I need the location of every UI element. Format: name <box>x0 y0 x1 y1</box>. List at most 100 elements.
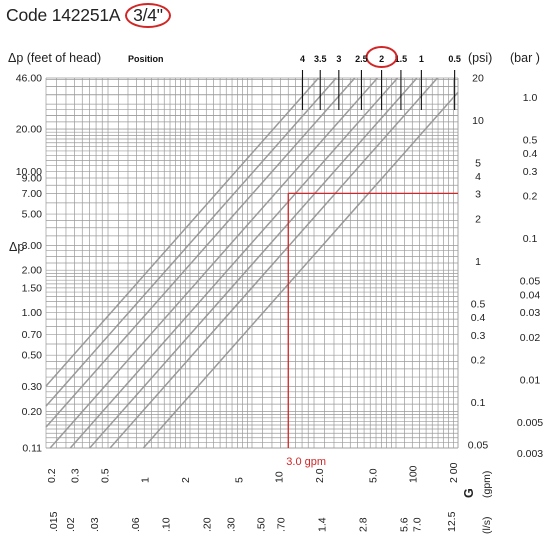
ls-tick-label: .10 <box>160 517 172 532</box>
psi-axis-header: (psi) <box>468 51 492 65</box>
bar-axis-header: (bar ) <box>510 51 540 65</box>
axis-layer: Δp (feet of head) Position (psi) (bar ) … <box>8 51 543 534</box>
ls-tick-label: .015 <box>48 511 60 532</box>
position-label-1.5: 1.5 <box>395 54 408 64</box>
position-label-1: 1 <box>419 54 424 64</box>
y-left-tick-label: 9.00 <box>22 173 43 185</box>
y-left-tick-label: 2.00 <box>22 265 43 277</box>
y-left-tick-label: 1.00 <box>22 307 43 319</box>
bar-tick-label: 1.0 <box>523 92 538 104</box>
psi-tick-label: 0.3 <box>471 330 486 342</box>
gpm-tick-label: 2 00 <box>448 462 460 483</box>
bar-tick-label: 0.05 <box>520 276 541 288</box>
gpm-tick-label: 5.0 <box>367 468 379 483</box>
gpm-tick-label: 0.3 <box>70 468 82 483</box>
position-markers: 0.5 1 1.5 2 2.5 3 3.5 4 <box>300 46 461 110</box>
y-left-tick-label: 0.20 <box>22 406 43 418</box>
gpm-tick-label: 2.0 <box>314 468 326 483</box>
gpm-tick-label: 5 <box>233 477 245 483</box>
ls-tick-label: 7.0 <box>412 517 424 532</box>
bar-tick-label: 0.1 <box>523 233 538 245</box>
y-left-tick-label: 1.50 <box>22 282 43 294</box>
position-curve-3.5 <box>45 77 337 407</box>
ls-tick-label: .50 <box>256 517 268 532</box>
bar-tick-label: 0.3 <box>523 166 538 178</box>
gpm-tick-label: 100 <box>408 465 420 483</box>
psi-tick-label: 0.5 <box>471 298 486 310</box>
ls-tick-label: .30 <box>225 517 237 532</box>
psi-tick-label: 20 <box>472 72 484 84</box>
position-label-4: 4 <box>300 54 305 64</box>
position-curve-0.5 <box>142 91 459 449</box>
psi-tick-label: 4 <box>475 171 481 183</box>
position-curve-4 <box>45 77 320 387</box>
bar-tick-label: 0.5 <box>523 135 538 147</box>
bar-tick-label: 0.2 <box>523 191 538 203</box>
position-label-3: 3 <box>336 54 341 64</box>
ls-unit-label: (l/s) <box>481 517 493 535</box>
y-left-tick-label: 10.00 <box>16 166 42 178</box>
bar-tick-label: 0.01 <box>520 374 541 386</box>
gpm-tick-label: 10 <box>274 471 286 483</box>
gpm-tick-label: 2 <box>180 477 192 483</box>
gpm-tick-label: 0.5 <box>99 468 111 483</box>
y-left-tick-label: 20.00 <box>16 124 42 136</box>
psi-tick-label: 1 <box>475 256 481 268</box>
position-curve-1 <box>109 77 438 449</box>
psi-tick-label: 0.1 <box>471 397 486 409</box>
position-curve-2 <box>69 77 399 449</box>
psi-tick-label: 5 <box>475 157 481 169</box>
y-left-tick-label: 0.30 <box>22 381 43 393</box>
bar-tick-label: 0.003 <box>517 448 543 460</box>
valve-size-highlight: 3/4" <box>125 3 171 28</box>
page-title: Code 142251A 3/4" <box>6 3 171 28</box>
gpm-tick-label: 1 <box>140 477 152 483</box>
bar-tick-label: 0.005 <box>517 417 543 429</box>
reading-label: 3.0 gpm <box>286 456 326 468</box>
position-label-2: 2 <box>379 54 384 64</box>
y-left-tick-label: 5.00 <box>22 209 43 221</box>
ls-tick-label: 12.5 <box>446 511 458 532</box>
dp-axis-label: Δp <box>9 240 24 254</box>
position-header: Position <box>128 54 164 64</box>
ls-tick-label: 5.6 <box>398 517 410 532</box>
ls-tick-label: .06 <box>130 517 142 532</box>
gpm-tick-label: 0.2 <box>46 468 58 483</box>
y-left-tick-label: 3.00 <box>22 240 43 252</box>
ls-tick-label: .20 <box>201 517 213 532</box>
operating-point-lines: 3.0 gpm <box>286 192 458 468</box>
psi-tick-label: 10 <box>472 115 484 127</box>
y-left-tick-label: 0.70 <box>22 329 43 341</box>
bar-tick-label: 0.02 <box>520 332 541 344</box>
position-curve-1.5 <box>89 77 418 449</box>
chart-grid <box>45 77 459 449</box>
position-curve-2.5 <box>49 77 378 449</box>
y-left-tick-label: 7.00 <box>22 188 43 200</box>
gpm-axis-label: G <box>462 488 476 498</box>
ls-tick-label: .03 <box>89 517 101 532</box>
psi-tick-label: 0.4 <box>471 312 486 324</box>
bar-tick-label: 0.4 <box>523 148 538 160</box>
psi-tick-label: 3 <box>475 189 481 201</box>
dp-axis-header: Δp (feet of head) <box>8 51 101 65</box>
position-label-0.5: 0.5 <box>448 54 461 64</box>
psi-tick-label: 0.05 <box>468 440 489 452</box>
position-label-3.5: 3.5 <box>314 54 327 64</box>
product-code: Code 142251A <box>6 5 120 25</box>
gpm-unit-label: (gpm) <box>481 471 493 498</box>
ls-tick-label: .70 <box>275 517 287 532</box>
ls-tick-label: 1.4 <box>316 517 328 532</box>
y-left-tick-label: 0.50 <box>22 350 43 362</box>
ls-tick-label: 2.8 <box>357 517 369 532</box>
position-curves <box>45 77 459 449</box>
selected-position-circle <box>365 46 398 68</box>
psi-tick-label: 0.2 <box>471 355 486 367</box>
ls-tick-label: .02 <box>65 517 77 532</box>
position-label-2.5: 2.5 <box>355 54 368 64</box>
psi-tick-label: 2 <box>475 213 481 225</box>
bar-tick-label: 0.03 <box>520 307 541 319</box>
y-left-tick-label: 0.11 <box>22 443 42 455</box>
bar-tick-label: 0.04 <box>520 289 541 301</box>
position-curve-3 <box>45 77 356 428</box>
